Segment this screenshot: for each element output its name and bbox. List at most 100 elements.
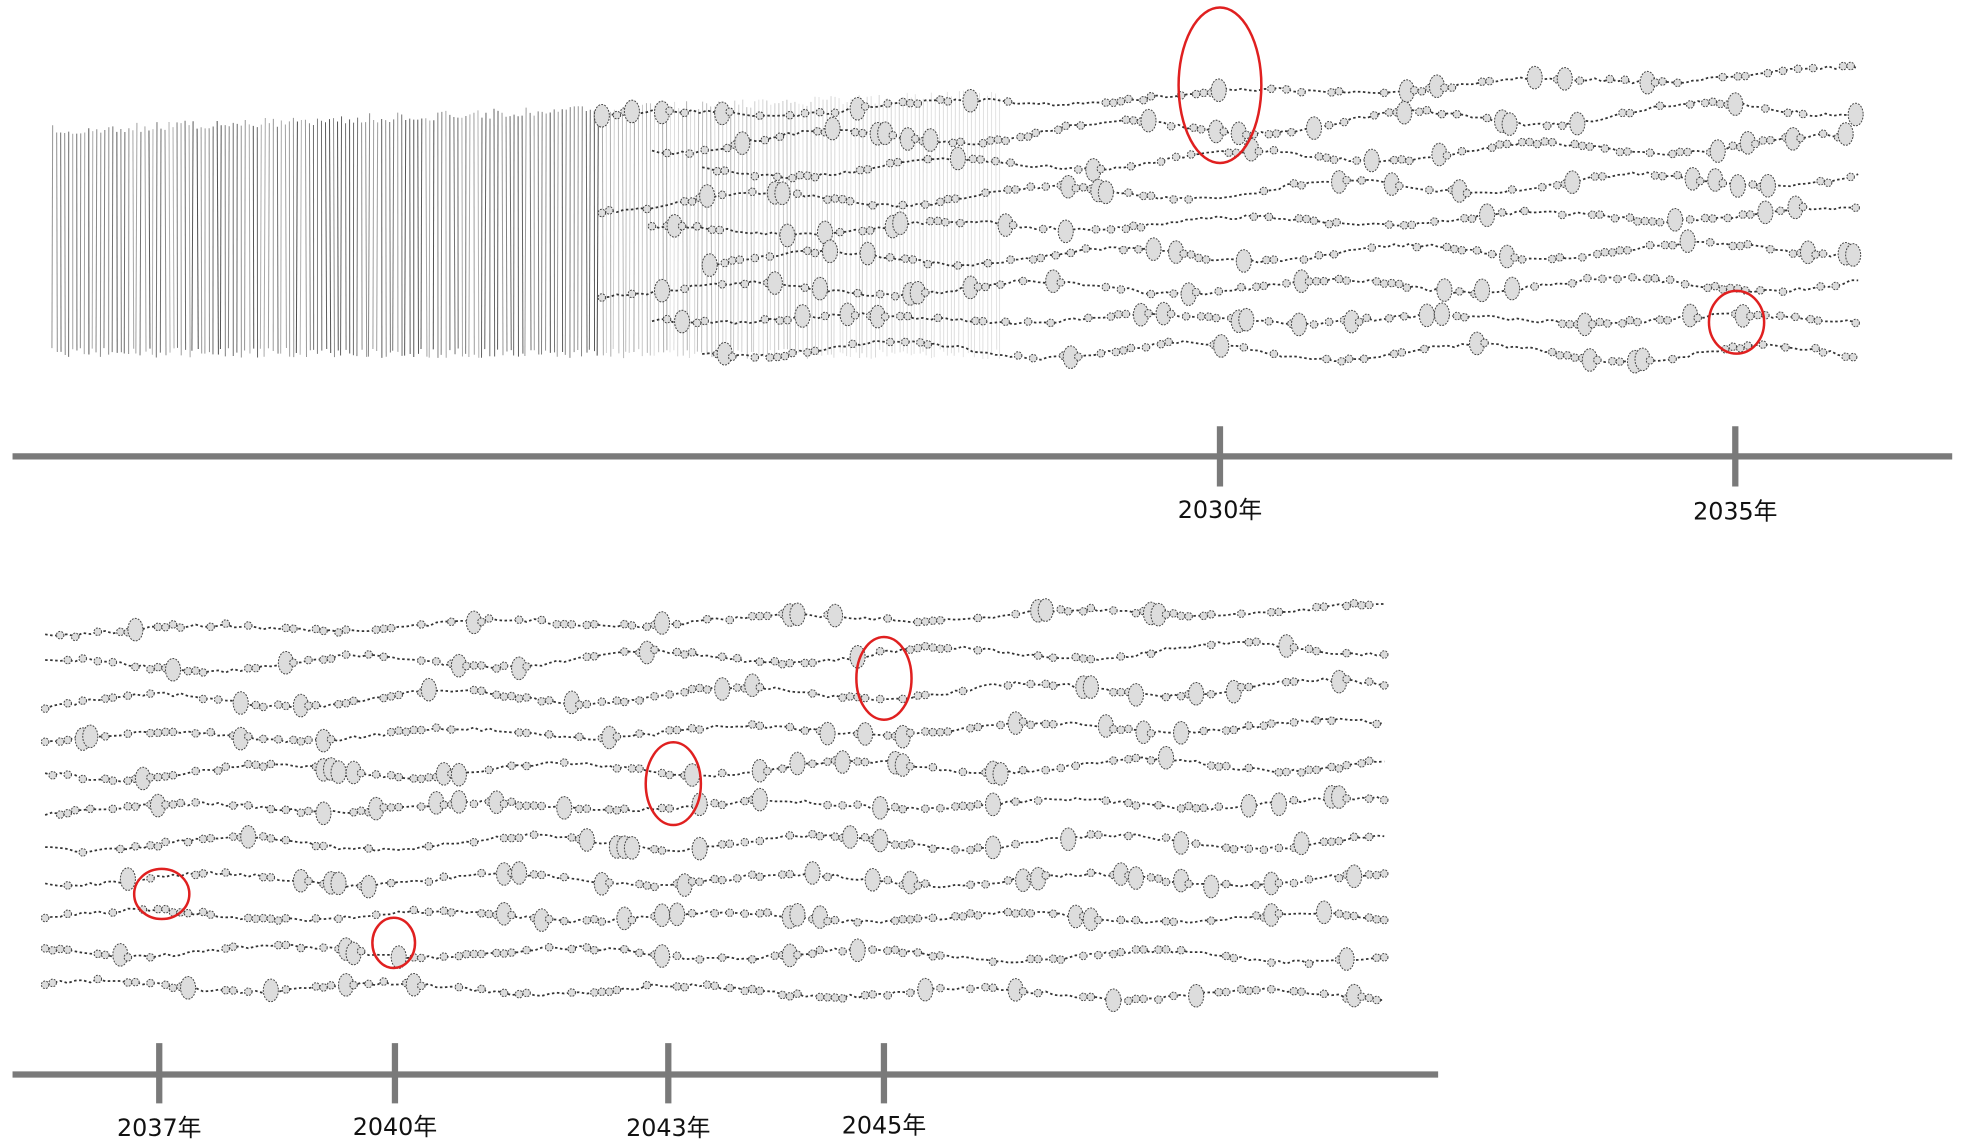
bead <box>484 765 494 775</box>
bead <box>1041 765 1050 775</box>
bead <box>1309 320 1319 329</box>
hatch <box>477 110 480 358</box>
bead <box>773 172 782 182</box>
bead <box>922 128 939 152</box>
bead <box>507 797 516 807</box>
bead <box>469 661 479 670</box>
bead <box>1287 127 1296 137</box>
bead <box>578 828 595 852</box>
bead <box>1709 139 1726 163</box>
bead <box>1018 987 1028 996</box>
bead <box>1658 77 1667 86</box>
bead <box>507 833 516 843</box>
bead <box>662 148 672 158</box>
bead <box>691 836 708 861</box>
bead <box>304 655 313 665</box>
bead <box>800 658 810 668</box>
bead <box>82 724 99 749</box>
bead <box>958 686 968 696</box>
bead <box>1758 340 1768 349</box>
hatch <box>135 122 138 354</box>
bead <box>921 727 930 736</box>
bead <box>439 872 449 881</box>
bead <box>522 693 531 702</box>
bead <box>484 909 494 919</box>
bead <box>1618 108 1627 118</box>
hatch <box>389 122 391 353</box>
bead <box>966 724 975 733</box>
hatch <box>810 101 813 351</box>
hatch <box>151 129 154 355</box>
bead <box>857 722 874 746</box>
bead <box>1297 768 1306 777</box>
bead <box>1071 652 1081 662</box>
bead <box>1846 172 1855 182</box>
bead <box>1237 282 1246 292</box>
bead <box>1274 909 1284 918</box>
bead <box>1457 146 1467 156</box>
bead <box>266 804 276 814</box>
bead <box>575 732 584 742</box>
bead <box>1124 755 1133 764</box>
bead <box>1026 182 1035 191</box>
bead <box>360 874 377 899</box>
bead <box>740 279 750 289</box>
bead <box>191 729 200 738</box>
bead <box>1191 89 1201 99</box>
bead <box>823 872 832 882</box>
bead <box>921 641 930 651</box>
bead <box>1603 319 1612 328</box>
bead <box>921 288 930 297</box>
bead <box>717 190 727 200</box>
bead <box>319 841 328 851</box>
bead <box>813 127 822 136</box>
bead <box>116 844 125 854</box>
bead <box>289 624 298 633</box>
bead <box>674 309 691 334</box>
bead <box>507 691 516 701</box>
hatch <box>628 109 631 353</box>
bead <box>1322 153 1331 162</box>
bead <box>872 828 889 853</box>
hatch <box>601 105 604 356</box>
bead <box>514 833 524 843</box>
bead <box>976 155 985 164</box>
bead <box>635 729 644 738</box>
bead <box>259 702 268 712</box>
bead <box>529 801 539 810</box>
hatch <box>484 112 487 350</box>
bead <box>1297 87 1306 97</box>
bead <box>700 145 709 155</box>
bead <box>48 978 57 988</box>
bead <box>1297 987 1306 997</box>
bead <box>131 662 140 672</box>
bead <box>803 171 812 180</box>
bead <box>1252 911 1261 920</box>
bead <box>1206 761 1216 770</box>
bottom-strand <box>45 640 1385 674</box>
bead <box>788 348 797 358</box>
bead <box>78 654 88 663</box>
bead <box>1003 681 1013 690</box>
bead <box>1354 317 1364 327</box>
bead <box>1063 607 1073 616</box>
bead <box>507 948 516 957</box>
year-label: 2045年 <box>842 1112 926 1140</box>
bead <box>1473 278 1491 303</box>
bead <box>1056 955 1066 964</box>
bead <box>665 770 674 780</box>
bead <box>1685 100 1695 109</box>
hatch <box>596 114 599 356</box>
bead <box>755 657 765 666</box>
bead <box>1106 312 1116 321</box>
bead <box>936 951 945 960</box>
bead <box>1563 351 1572 360</box>
bead <box>168 908 178 917</box>
bead <box>123 776 133 785</box>
bead <box>1121 115 1131 125</box>
bead <box>830 993 840 1002</box>
bead <box>349 980 358 990</box>
bead <box>311 700 321 710</box>
bead <box>1379 88 1389 98</box>
bead <box>575 804 584 814</box>
